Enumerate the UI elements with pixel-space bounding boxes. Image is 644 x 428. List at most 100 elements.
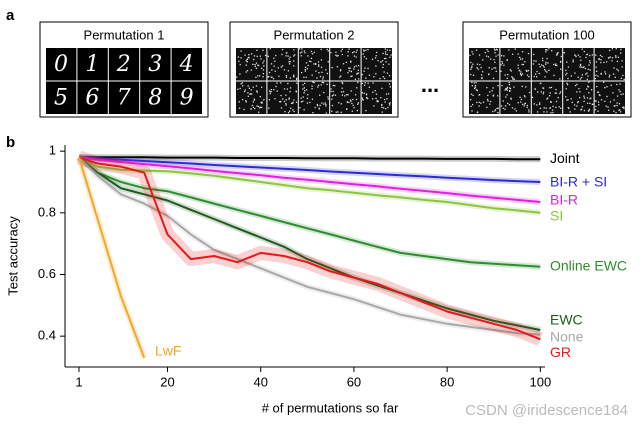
noise-pixel [353,68,355,70]
noise-pixel [472,63,474,65]
noise-pixel [522,103,524,106]
noise-pixel [366,97,369,100]
noise-pixel [517,67,519,69]
noise-pixel [244,54,246,56]
noise-pixel [576,91,578,93]
noise-pixel [325,69,327,71]
noise-pixel [497,111,499,114]
noise-pixel [507,73,509,76]
noise-pixel [579,56,581,58]
noise-pixel [280,82,282,84]
noise-pixel [254,65,256,68]
noise-pixel [494,49,496,51]
x-axis-label: # of permutations so far [262,400,399,415]
noise-pixel [346,108,348,110]
series-label: None [550,328,584,344]
series-label: BI-R [550,192,578,208]
noise-pixel [385,61,387,63]
noise-pixel [243,90,246,93]
noise-pixel [622,93,624,95]
noise-pixel [268,99,271,101]
noise-pixel [347,55,349,57]
noise-pixel [595,54,597,56]
noise-pixel [598,58,600,61]
noise-pixel [327,98,329,100]
y-axis-label: Test accuracy [5,216,20,296]
noise-pixel [504,89,506,91]
noise-pixel [471,103,474,106]
noise-pixel [508,90,511,92]
noise-pixel [597,91,600,93]
noise-pixel [363,84,366,86]
series-line [78,156,541,341]
noise-pixel [546,57,548,60]
noise-pixel [302,88,304,90]
noise-pixel [476,67,478,69]
noise-pixel [382,52,384,55]
noise-pixel [528,111,530,113]
noise-pixel [381,106,383,109]
noise-pixel [283,69,286,71]
noise-pixel [580,108,583,110]
noise-pixel [389,49,391,52]
noise-pixel [342,63,345,65]
noise-pixel [315,63,317,66]
y-tick-label: 0.4 [38,328,56,343]
noise-pixel [300,97,302,99]
noise-pixel [555,100,558,103]
noise-pixel [620,52,622,54]
noise-pixel [549,95,551,97]
noise-pixel [595,74,597,76]
noise-pixel [542,87,545,89]
noise-pixel [296,77,298,79]
noise-pixel [321,71,323,73]
noise-pixel [385,93,388,95]
noise-pixel [550,86,553,89]
noise-pixel [376,99,378,102]
noise-pixel [318,72,320,74]
noise-pixel [253,55,256,57]
noise-pixel [546,71,548,73]
noise-pixel [566,72,568,75]
noise-pixel [540,64,543,66]
noise-pixel [385,57,387,60]
noise-pixel [264,54,267,57]
noise-pixel [527,52,530,55]
noise-pixel [492,77,495,79]
noise-pixel [331,67,333,69]
noise-pixel [493,48,496,50]
noise-pixel [273,57,275,59]
noise-pixel [533,53,535,55]
noise-pixel [238,101,240,103]
noise-pixel [608,76,610,78]
noise-pixel [318,107,320,109]
noise-pixel [311,53,314,55]
noise-pixel [295,78,298,81]
digit-image [140,81,171,114]
noise-pixel [276,82,278,84]
noise-pixel [256,49,258,51]
noise-pixel [293,76,295,78]
noise-pixel [553,74,555,77]
noise-pixel [367,67,369,70]
digit: 9 [180,86,194,111]
noise-pixel [567,66,570,68]
noise-pixel [284,110,286,113]
noise-pixel [241,82,243,84]
noise-pixel [509,69,512,71]
noise-pixel [317,61,320,63]
noise-image [330,48,361,81]
noise-pixel [552,105,554,108]
noise-pixel [364,67,366,69]
noise-pixel [382,76,384,78]
noise-pixel [543,111,545,113]
noise-pixel [508,81,510,84]
noise-pixel [616,83,618,86]
noise-pixel [366,96,368,99]
noise-pixel [330,52,332,54]
noise-pixel [471,65,473,67]
noise-pixel [598,104,600,106]
x-tick-label: 40 [253,374,267,389]
noise-pixel [580,59,582,61]
noise-pixel [486,106,488,108]
